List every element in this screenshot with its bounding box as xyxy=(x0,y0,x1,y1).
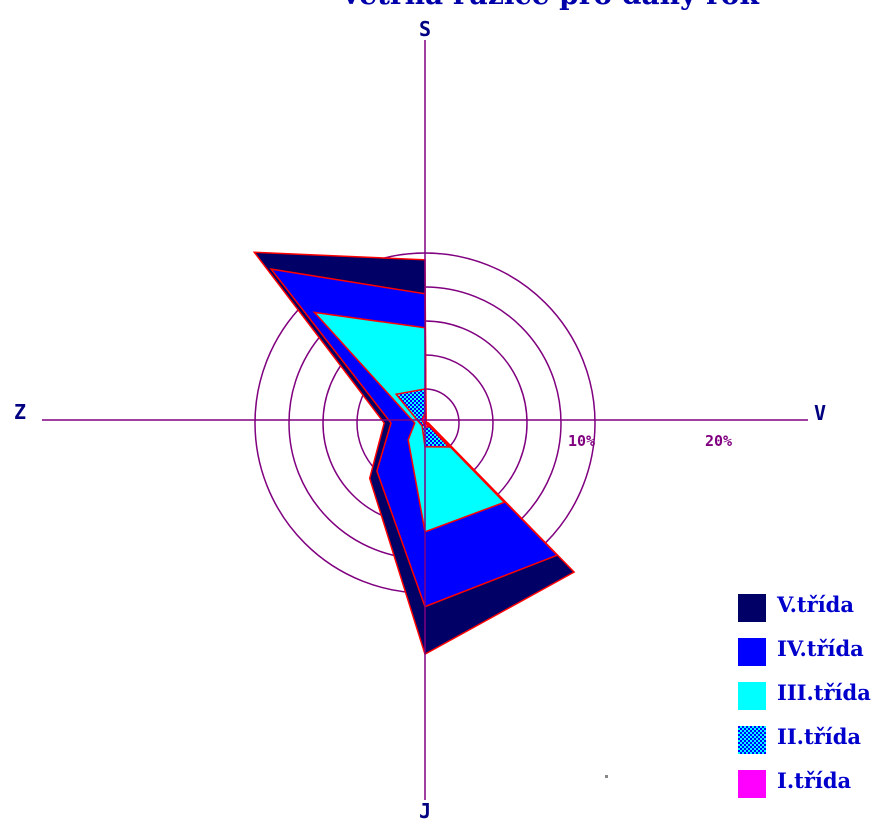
legend-swatch xyxy=(738,770,766,798)
legend-item: I.třída xyxy=(736,766,890,800)
legend-swatch xyxy=(738,594,766,622)
legend-label: I.třída xyxy=(777,768,852,793)
legend-label: II.třída xyxy=(777,724,861,749)
legend-label: V.třída xyxy=(777,592,854,617)
legend-label: IV.třída xyxy=(777,636,864,661)
ring-label-1: 10% xyxy=(568,432,595,450)
ring-label-2: 20% xyxy=(705,432,732,450)
stray-dot xyxy=(605,775,608,778)
compass-label-w: Z xyxy=(14,400,26,424)
legend-swatch xyxy=(738,682,766,710)
legend-item: II.třída xyxy=(736,722,890,756)
compass-label-s: J xyxy=(419,799,431,823)
compass-label-n: S xyxy=(419,17,431,41)
legend-swatch xyxy=(738,638,766,666)
legend-label: III.třída xyxy=(777,680,871,705)
legend-item: III.třída xyxy=(736,678,890,712)
legend-item: IV.třída xyxy=(736,634,890,668)
chart-title: Větrná růžice pro daný rok xyxy=(0,0,890,14)
series-layer xyxy=(252,251,576,656)
chart-labels: S V J Z 10% 20% xyxy=(14,17,826,823)
compass-label-e: V xyxy=(814,401,826,425)
legend-swatch xyxy=(738,726,766,754)
compass-axes xyxy=(42,40,808,800)
legend-item: V.třída xyxy=(736,590,890,624)
